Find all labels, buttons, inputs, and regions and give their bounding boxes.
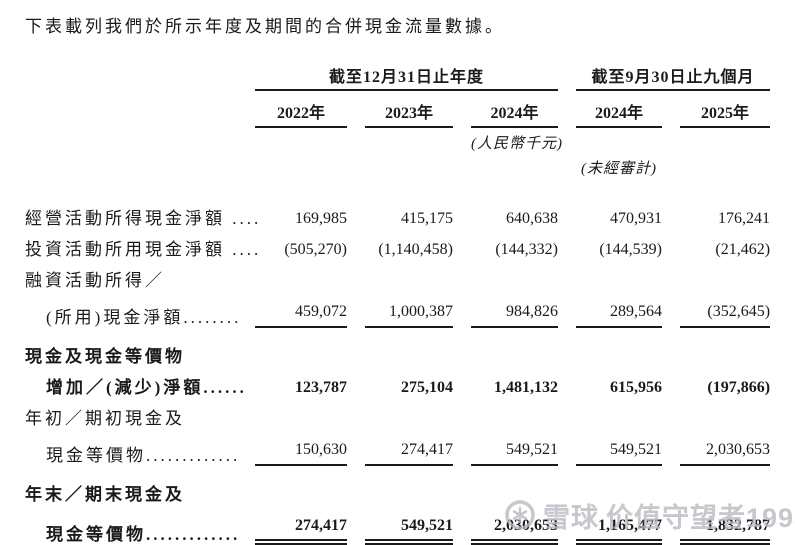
empty-cell <box>680 153 770 178</box>
cell-value: 549,521 <box>471 429 558 466</box>
empty-cell <box>471 328 558 367</box>
table-row-financing-line2: (所用)現金淨額........ 459,072 1,000,387 984,8… <box>25 291 771 328</box>
empty-cell <box>255 398 347 429</box>
empty-cell <box>471 398 558 429</box>
table-row-net-change-line2: 增加／(減少)淨額...... 123,787 275,104 1,481,13… <box>25 367 770 398</box>
row-label: 年末／期末現金及 <box>25 485 185 504</box>
cell-value: (144,332) <box>495 241 558 258</box>
empty-cell <box>680 128 770 153</box>
empty-cell <box>471 260 558 291</box>
row-label: 年初／期初現金及 <box>25 409 185 428</box>
table-row-financing-line1: 融資活動所得／ <box>25 260 770 291</box>
cell-value: 274,417 <box>255 505 347 545</box>
cell-value: 289,564 <box>576 291 662 328</box>
cell-value: 1,832,787 <box>680 505 771 545</box>
empty-cell <box>255 260 347 291</box>
empty-cell <box>576 466 662 505</box>
empty-cell <box>680 328 770 367</box>
empty-cell <box>255 128 347 153</box>
row-label: 經營活動所得現金淨額 .... <box>25 209 262 228</box>
table-row-operating: 經營活動所得現金淨額 .... 169,985 415,175 640,638 … <box>25 178 770 229</box>
table-row-beginning-line1: 年初／期初現金及 <box>25 398 770 429</box>
cell-value: 470,931 <box>610 210 662 227</box>
empty-cell <box>25 63 237 91</box>
currency-note-row: (人民幣千元) <box>25 128 770 153</box>
column-group-annual: 截至12月31日止年度 <box>255 63 558 91</box>
empty-cell <box>576 128 662 153</box>
cell-value: 150,630 <box>255 429 347 466</box>
empty-cell <box>365 466 453 505</box>
cell-value: 176,241 <box>718 210 771 227</box>
cell-value: 984,826 <box>471 291 558 328</box>
empty-cell <box>365 153 453 178</box>
row-label: 現金及現金等價物 <box>25 347 185 366</box>
empty-cell <box>365 260 453 291</box>
table-row-beginning-line2: 現金等價物............. 150,630 274,417 549,5… <box>25 429 771 466</box>
cell-value: (352,645) <box>680 291 771 328</box>
cell-value: (144,539) <box>599 241 662 258</box>
cell-value: 2,030,653 <box>471 505 558 545</box>
empty-cell <box>576 328 662 367</box>
row-label: (所用)現金淨額........ <box>46 308 242 327</box>
cell-value: 549,521 <box>365 505 453 545</box>
year-header-2024-9m: 2024年 <box>576 91 662 128</box>
cash-flow-table: 截至12月31日止年度 截至9月30日止九個月 2022年 2023年 2024… <box>7 63 788 545</box>
empty-cell <box>365 398 453 429</box>
cell-value: 1,000,387 <box>365 291 453 328</box>
cell-value: (505,270) <box>284 241 347 258</box>
empty-cell <box>365 128 453 153</box>
cell-value: 415,175 <box>401 210 453 227</box>
empty-cell <box>471 466 558 505</box>
cell-value: 459,072 <box>255 291 347 328</box>
cell-value: 274,417 <box>365 429 453 466</box>
empty-cell <box>255 153 347 178</box>
empty-cell <box>576 398 662 429</box>
empty-cell <box>680 466 770 505</box>
year-header-2024: 2024年 <box>471 91 558 128</box>
audit-note-row: (未經審計) <box>25 153 770 178</box>
table-row-net-change-line1: 現金及現金等價物 <box>25 328 770 367</box>
column-group-header-row: 截至12月31日止年度 截至9月30日止九個月 <box>25 63 771 91</box>
row-label: 增加／(減少)淨額...... <box>46 378 247 397</box>
year-header-2023: 2023年 <box>365 91 453 128</box>
table-row-investing: 投資活動所用現金淨額 .... (505,270) (1,140,458) (1… <box>25 229 770 260</box>
table-row-ending-line1: 年末／期末現金及 <box>25 466 770 505</box>
cell-value: 615,956 <box>610 379 662 396</box>
cell-value: 123,787 <box>295 379 347 396</box>
empty-cell <box>255 466 347 505</box>
cell-value: 169,985 <box>295 210 347 227</box>
cell-value: 549,521 <box>576 429 662 466</box>
year-header-row: 2022年 2023年 2024年 2024年 2025年 <box>25 91 771 128</box>
row-label: 融資活動所得／ <box>25 271 165 290</box>
empty-cell <box>680 398 770 429</box>
cell-value: 1,165,477 <box>576 505 662 545</box>
empty-cell <box>25 91 237 128</box>
cell-value: 640,638 <box>506 210 558 227</box>
year-header-2022: 2022年 <box>255 91 347 128</box>
cell-value: 2,030,653 <box>680 429 771 466</box>
intro-text: 下表載列我們於所示年度及期間的合併現金流量數據。 <box>25 17 505 36</box>
year-header-2025-9m: 2025年 <box>680 91 771 128</box>
row-label: 投資活動所用現金淨額 .... <box>25 240 262 259</box>
empty-cell <box>471 153 558 178</box>
row-label: 現金等價物............. <box>46 525 241 544</box>
currency-note: (人民幣千元) <box>471 136 563 152</box>
column-group-nine-months: 截至9月30日止九個月 <box>576 63 771 91</box>
empty-cell <box>25 128 237 153</box>
empty-cell <box>576 260 662 291</box>
empty-cell <box>365 328 453 367</box>
cell-value: 275,104 <box>401 379 453 396</box>
cell-value: (197,866) <box>707 379 771 396</box>
empty-cell <box>680 260 770 291</box>
audit-note: (未經審計) <box>581 161 657 177</box>
row-label: 現金等價物............. <box>46 446 241 465</box>
empty-cell <box>25 153 237 178</box>
table-row-ending-line2: 現金等價物............. 274,417 549,521 2,030… <box>25 505 771 545</box>
cell-value: (1,140,458) <box>378 241 453 258</box>
cell-value: 1,481,132 <box>494 379 558 396</box>
cell-value: (21,462) <box>715 241 771 258</box>
empty-cell <box>255 328 347 367</box>
